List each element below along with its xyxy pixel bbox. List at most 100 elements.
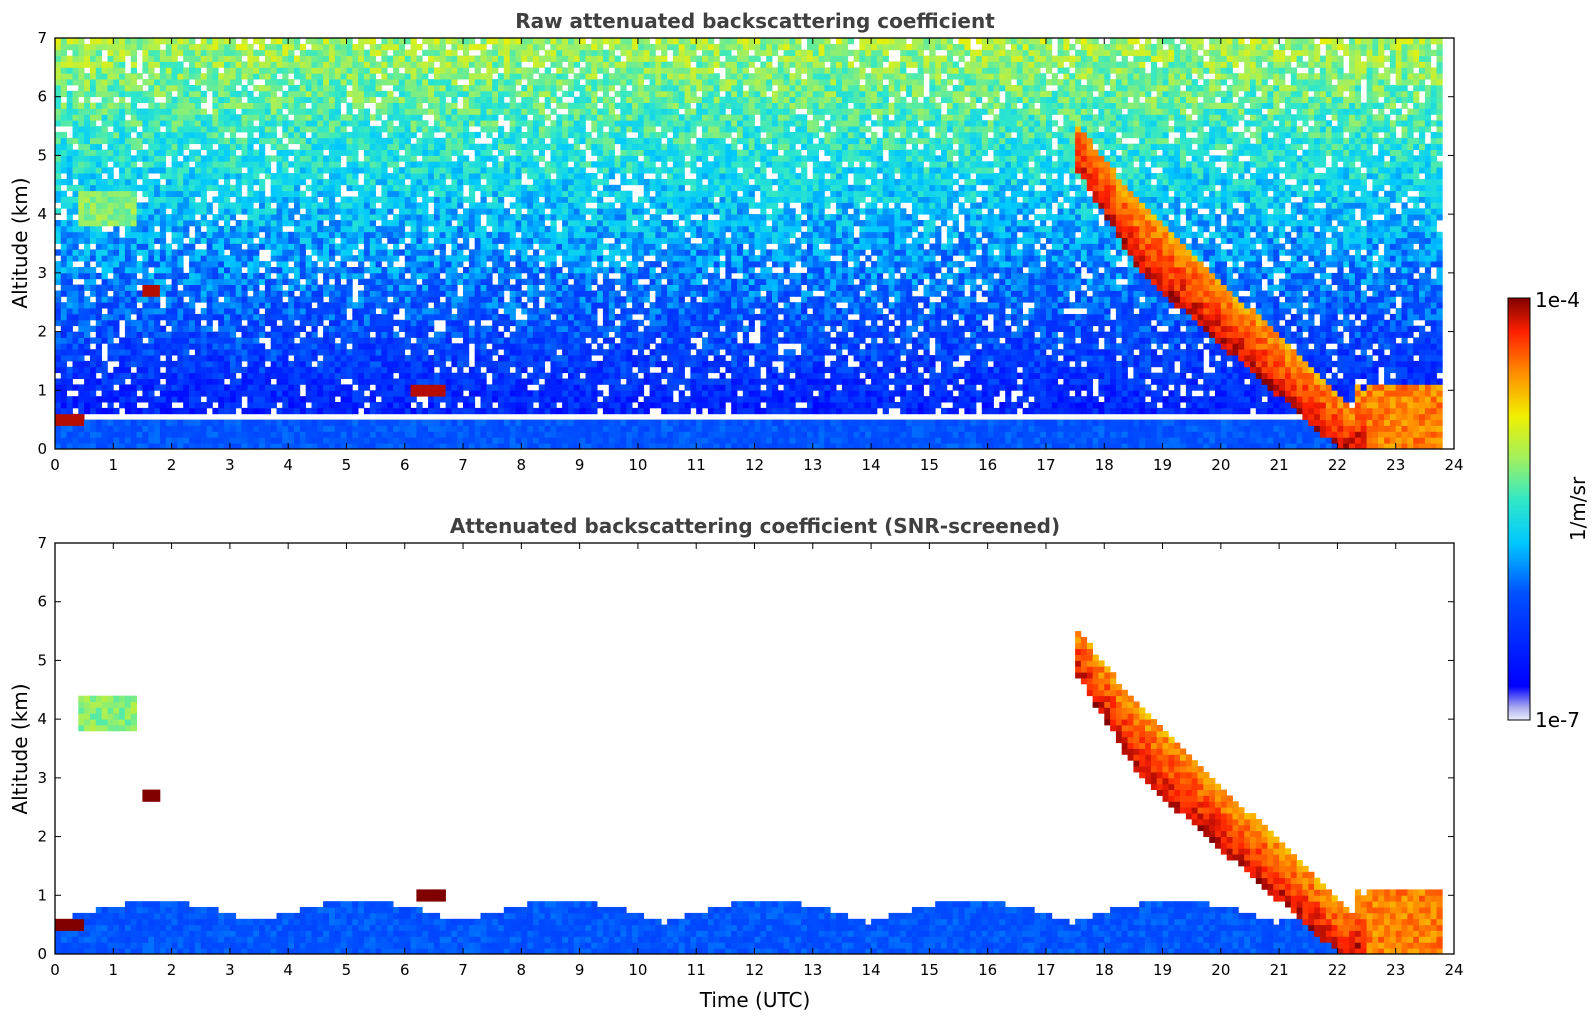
heatmap-cell (475, 420, 481, 426)
heatmap-cell (451, 273, 457, 279)
heatmap-cell (247, 379, 253, 385)
heatmap-cell (521, 343, 527, 349)
heatmap-cell (137, 109, 143, 115)
heatmap-cell (113, 431, 119, 437)
heatmap-cell (189, 314, 195, 320)
heatmap-cell (352, 126, 358, 132)
heatmap-cell (253, 279, 259, 285)
heatmap-cell (411, 285, 417, 291)
heatmap-cell (253, 249, 259, 255)
heatmap-cell (90, 50, 96, 56)
heatmap-cell (446, 420, 452, 426)
heatmap-cell (469, 144, 475, 150)
heatmap-cell (387, 62, 393, 68)
heatmap-cell (166, 67, 172, 73)
heatmap-cell (300, 261, 306, 267)
heatmap-cell (347, 67, 353, 73)
heatmap-cell (131, 79, 137, 85)
heatmap-cell (189, 326, 195, 332)
heatmap-cell (195, 56, 201, 62)
heatmap-cell (405, 79, 411, 85)
heatmap-cell (463, 267, 469, 273)
heatmap-cell (230, 384, 236, 390)
heatmap-cell (405, 85, 411, 91)
heatmap-cell (131, 361, 137, 367)
heatmap-cell (370, 296, 376, 302)
heatmap-cell (207, 220, 213, 226)
heatmap-cell (492, 426, 498, 432)
heatmap-cell (195, 314, 201, 320)
heatmap-cell (469, 390, 475, 396)
heatmap-cell (457, 179, 463, 185)
heatmap-cell (137, 343, 143, 349)
heatmap-cell (475, 161, 481, 167)
heatmap-cell (294, 173, 300, 179)
heatmap-cell (177, 255, 183, 261)
heatmap-cell (498, 255, 504, 261)
heatmap-cell (393, 296, 399, 302)
heatmap-cell (61, 202, 67, 208)
heatmap-cell (282, 202, 288, 208)
heatmap-cell (422, 255, 428, 261)
heatmap-cell (376, 179, 382, 185)
heatmap-cell (154, 132, 160, 138)
heatmap-cell (113, 220, 119, 226)
heatmap-cell (73, 62, 79, 68)
heatmap-cell (446, 267, 452, 273)
heatmap-cell (271, 437, 277, 443)
heatmap-cell (230, 373, 236, 379)
heatmap-cell (195, 384, 201, 390)
heatmap-cell (341, 197, 347, 203)
heatmap-cell (411, 343, 417, 349)
heatmap-cell (119, 91, 125, 97)
heatmap-cell (277, 267, 283, 273)
heatmap-cell (422, 62, 428, 68)
heatmap-cell (166, 337, 172, 343)
heatmap-cell (364, 349, 370, 355)
heatmap-cell (516, 396, 522, 402)
heatmap-cell (393, 408, 399, 414)
heatmap-cell (323, 161, 329, 167)
heatmap-cell (73, 56, 79, 62)
heatmap-cell (312, 79, 318, 85)
heatmap-cell (300, 320, 306, 326)
heatmap-cell (387, 320, 393, 326)
heatmap-cell (387, 161, 393, 167)
heatmap-cell (393, 379, 399, 385)
heatmap-cell (329, 44, 335, 50)
heatmap-cell (294, 431, 300, 437)
heatmap-cell (312, 349, 318, 355)
heatmap-cell (422, 85, 428, 91)
heatmap-cell (440, 79, 446, 85)
heatmap-cell (376, 402, 382, 408)
heatmap-cell (242, 302, 248, 308)
heatmap-cell (183, 390, 189, 396)
heatmap-cell (78, 202, 84, 208)
heatmap-cell (300, 302, 306, 308)
heatmap-cell (347, 50, 353, 56)
heatmap-cell (119, 85, 125, 91)
heatmap-cell (481, 355, 487, 361)
heatmap-cell (294, 226, 300, 232)
heatmap-cell (486, 244, 492, 250)
heatmap-cell (440, 355, 446, 361)
heatmap-cell (253, 408, 259, 414)
heatmap-cell (411, 361, 417, 367)
heatmap-cell (160, 220, 166, 226)
heatmap-cell (492, 343, 498, 349)
heatmap-cell (247, 126, 253, 132)
heatmap-cell (364, 126, 370, 132)
heatmap-cell (422, 202, 428, 208)
heatmap-cell (277, 155, 283, 161)
heatmap-cell (428, 220, 434, 226)
heatmap-cell (352, 50, 358, 56)
heatmap-cell (521, 220, 527, 226)
heatmap-cell (78, 249, 84, 255)
heatmap-cell (102, 167, 108, 173)
heatmap-cell (510, 308, 516, 314)
heatmap-cell (300, 431, 306, 437)
heatmap-cell (108, 67, 114, 73)
heatmap-cell (218, 161, 224, 167)
heatmap-cell (119, 337, 125, 343)
heatmap-cell (253, 220, 259, 226)
